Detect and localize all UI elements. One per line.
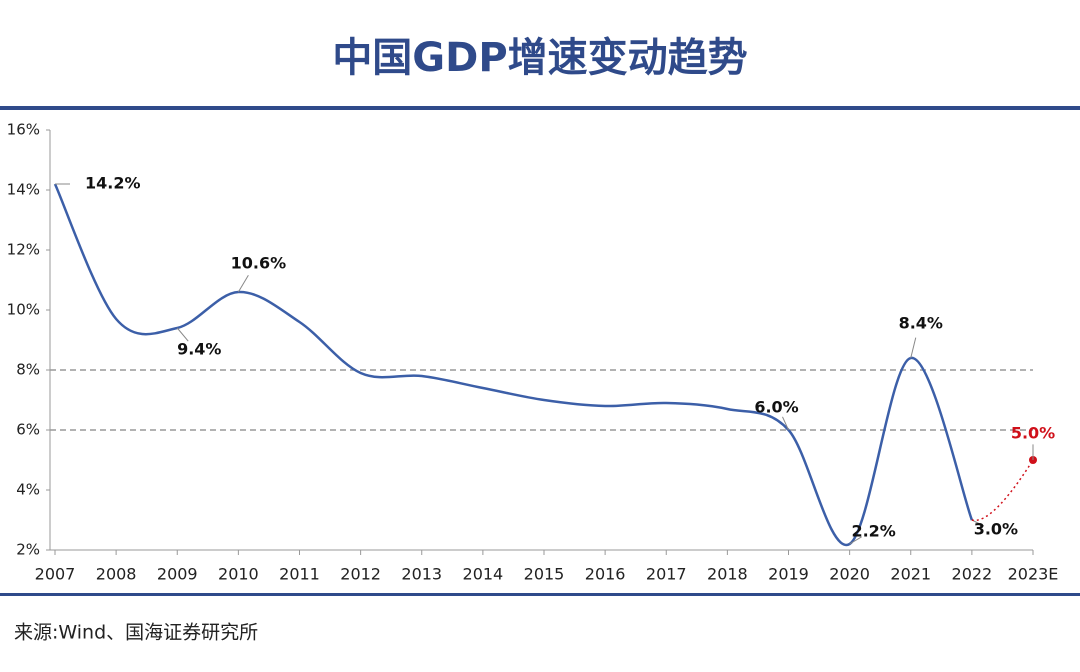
line-series bbox=[53, 183, 974, 547]
y-tick-label: 6% bbox=[16, 421, 40, 439]
x-tick-label: 2013 bbox=[401, 565, 442, 584]
label-leader bbox=[910, 337, 917, 359]
data-label: 5.0% bbox=[1011, 424, 1055, 443]
x-tick-label: 2012 bbox=[340, 565, 381, 584]
label-leader bbox=[971, 519, 985, 527]
chart-title: 中国GDP增速变动趋势 bbox=[332, 35, 747, 81]
y-tick-label: 12% bbox=[7, 241, 40, 259]
y-tick-label: 8% bbox=[16, 361, 40, 379]
x-tick-label: 2015 bbox=[524, 565, 565, 584]
label-leader bbox=[849, 536, 862, 545]
y-tick-label: 2% bbox=[16, 541, 40, 559]
footer-rule bbox=[0, 593, 1080, 596]
data-label: 10.6% bbox=[231, 254, 287, 273]
y-tick-label: 10% bbox=[7, 301, 40, 319]
x-tick-label: 2019 bbox=[768, 565, 809, 584]
data-label: 3.0% bbox=[974, 520, 1018, 539]
data-label: 14.2% bbox=[85, 174, 141, 193]
data-label: 6.0% bbox=[754, 398, 798, 417]
label-leader bbox=[176, 327, 189, 342]
x-tick-label: 2020 bbox=[829, 565, 870, 584]
source-note: 来源:Wind、国海证券研究所 bbox=[14, 622, 258, 644]
forecast-connector bbox=[971, 459, 1034, 522]
x-tick-label: 2018 bbox=[707, 565, 748, 584]
y-tick-label: 4% bbox=[16, 481, 40, 499]
x-tick-label: 2021 bbox=[890, 565, 931, 584]
x-tick-label: 2009 bbox=[157, 565, 198, 584]
y-tick-label: 14% bbox=[7, 181, 40, 199]
label-leader bbox=[782, 416, 789, 431]
header-rule bbox=[0, 106, 1080, 110]
data-label: 8.4% bbox=[899, 314, 943, 333]
y-tick-label: 16% bbox=[7, 121, 40, 139]
x-tick-label: 2022 bbox=[952, 565, 993, 584]
data-label: 9.4% bbox=[177, 340, 221, 359]
data-label: 2.2% bbox=[851, 522, 895, 541]
x-tick-label: 2017 bbox=[646, 565, 687, 584]
x-tick-label: 2014 bbox=[463, 565, 504, 584]
x-tick-label: 2011 bbox=[279, 565, 320, 584]
x-tick-label: 2010 bbox=[218, 565, 259, 584]
label-leader bbox=[237, 274, 249, 293]
x-tick-label: 2016 bbox=[585, 565, 626, 584]
x-tick-label: 2023E bbox=[1008, 565, 1059, 584]
x-tick-label: 2007 bbox=[35, 565, 76, 584]
x-tick-label: 2008 bbox=[96, 565, 137, 584]
